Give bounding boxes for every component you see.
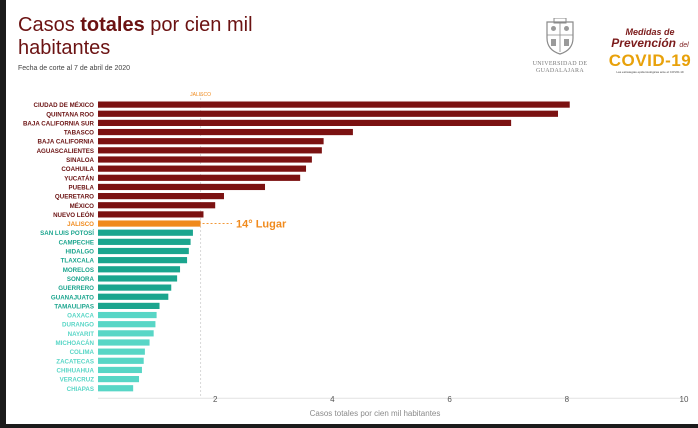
- title-bold: totales: [80, 14, 145, 36]
- category-label-23: TAMAULIPAS: [54, 303, 94, 310]
- cutoff-date: Fecha de corte al 7 de abril de 2020: [18, 65, 131, 72]
- bar-12: [98, 202, 216, 209]
- grid-layer: JALISCO: [190, 92, 211, 399]
- bar-32: [98, 385, 134, 392]
- category-label-10: PUEBLA: [69, 184, 95, 191]
- category-label-6: AGUASCALIENTES: [37, 148, 94, 155]
- udg-logo: UNIVERSIDAD DE GUADALAJARA: [528, 17, 592, 80]
- title-part2: por cien mil habitantes: [18, 14, 253, 59]
- category-label-26: NAYARIT: [68, 331, 95, 338]
- bar-28: [98, 348, 145, 355]
- bar-15: [98, 229, 193, 236]
- bar-2: [98, 110, 559, 117]
- covid-logo-line4: Las estrategias epidemiológicas ante el …: [616, 70, 684, 74]
- bar-31: [98, 376, 140, 383]
- covid-logo-line2: Prevención del: [602, 37, 698, 52]
- category-label-2: QUINTANA ROO: [46, 111, 94, 118]
- category-label-9: YUCATÁN: [64, 175, 94, 182]
- bar-18: [98, 257, 188, 264]
- x-tick-4: 4: [330, 395, 335, 404]
- bar-1: [98, 101, 570, 108]
- category-label-19: MORELOS: [63, 267, 94, 274]
- bar-3: [98, 119, 512, 126]
- bar-19: [98, 266, 181, 273]
- category-label-17: HIDALGO: [65, 249, 94, 256]
- bar-25: [98, 321, 156, 328]
- bar-23: [98, 302, 160, 309]
- category-label-12: MÉXICO: [70, 202, 95, 210]
- x-tick-10: 10: [680, 395, 689, 404]
- udg-name-line1: UNIVERSIDAD DE: [532, 61, 588, 67]
- bar-20: [98, 275, 178, 282]
- category-label-27: MICHOACÁN: [56, 340, 95, 347]
- x-tick-2: 2: [213, 395, 218, 404]
- udg-crest-icon: [546, 17, 574, 55]
- frame-bottom-border: [0, 424, 698, 428]
- bar-11: [98, 193, 224, 200]
- category-label-31: VERACRUZ: [60, 377, 95, 384]
- axis-layer: 2 4 6 8 10 Casos totales por cien mil habitan…: [98, 395, 689, 418]
- category-label-29: ZACATECAS: [56, 358, 94, 365]
- bar-7: [98, 156, 312, 163]
- bar-8: [98, 165, 307, 172]
- category-label-15: SAN LUIS POTOSÍ: [40, 229, 94, 237]
- bar-9: [98, 174, 301, 181]
- frame-left-border: [0, 0, 6, 428]
- bar-16: [98, 238, 191, 245]
- category-label-11: QUERETARO: [55, 194, 94, 201]
- bar-29: [98, 357, 144, 364]
- category-label-1: CIUDAD DE MÉXICO: [33, 101, 94, 109]
- covid-logo-del: del: [679, 42, 689, 49]
- category-label-28: COLIMA: [70, 349, 95, 356]
- category-label-32: CHIAPAS: [67, 386, 94, 393]
- covid-prevention-logo: Medidas de Prevención del COVID-19 Las e…: [602, 28, 698, 76]
- bar-30: [98, 366, 142, 374]
- bar-24: [98, 311, 157, 319]
- category-label-24: OAXACA: [67, 313, 94, 320]
- category-label-21: GUERRERO: [58, 285, 94, 292]
- covid-logo-prevencion: Prevención: [611, 36, 676, 50]
- x-axis-title: Casos totales por cien mil habitantes: [310, 409, 441, 418]
- label-layer: CIUDAD DE MÉXICO QUINTANA ROO BAJA CALIFOR…: [23, 101, 287, 393]
- bar-17: [98, 247, 189, 255]
- covid-logo-line1: Medidas de: [625, 27, 675, 37]
- category-label-7: SINALOA: [66, 157, 94, 164]
- category-label-25: DURANGO: [62, 322, 94, 329]
- category-label-20: SONORA: [67, 276, 95, 283]
- bar-10: [98, 183, 266, 191]
- jalisco-reference-label: JALISCO: [190, 92, 211, 98]
- bar-27: [98, 339, 150, 346]
- category-label-16: CAMPECHE: [59, 239, 94, 246]
- bar-layer: [98, 101, 570, 392]
- bar-5: [98, 138, 324, 145]
- category-label-8: COAHUILA: [61, 166, 94, 173]
- x-tick-8: 8: [565, 395, 570, 404]
- bar-6: [98, 147, 322, 154]
- category-label-14: JALISCO: [67, 221, 94, 228]
- category-label-30: CHIHUAHUA: [57, 367, 95, 374]
- category-label-22: GUANAJUATO: [51, 294, 94, 301]
- bar-26: [98, 330, 154, 337]
- udg-name-line2: GUADALAJARA: [536, 68, 584, 74]
- x-tick-6: 6: [447, 395, 452, 404]
- category-label-4: TABASCO: [64, 130, 94, 137]
- bar-13: [98, 211, 204, 218]
- category-label-3: BAJA CALIFORNIA SUR: [23, 120, 95, 127]
- page-title: Casos totales por cien mil habitantes: [18, 14, 318, 60]
- category-label-5: BAJA CALIFORNIA: [38, 139, 95, 146]
- bar-4: [98, 128, 353, 136]
- bar-21: [98, 284, 172, 291]
- category-label-18: TLAXCALA: [61, 258, 95, 265]
- covid-logo-line3: COVID-19: [608, 51, 692, 70]
- rank-annotation: 14° Lugar: [236, 219, 287, 231]
- title-part1: Casos: [18, 14, 81, 36]
- bar-22: [98, 293, 169, 300]
- bar-14: [98, 220, 201, 227]
- category-label-13: NUEVO LEÓN: [53, 211, 94, 219]
